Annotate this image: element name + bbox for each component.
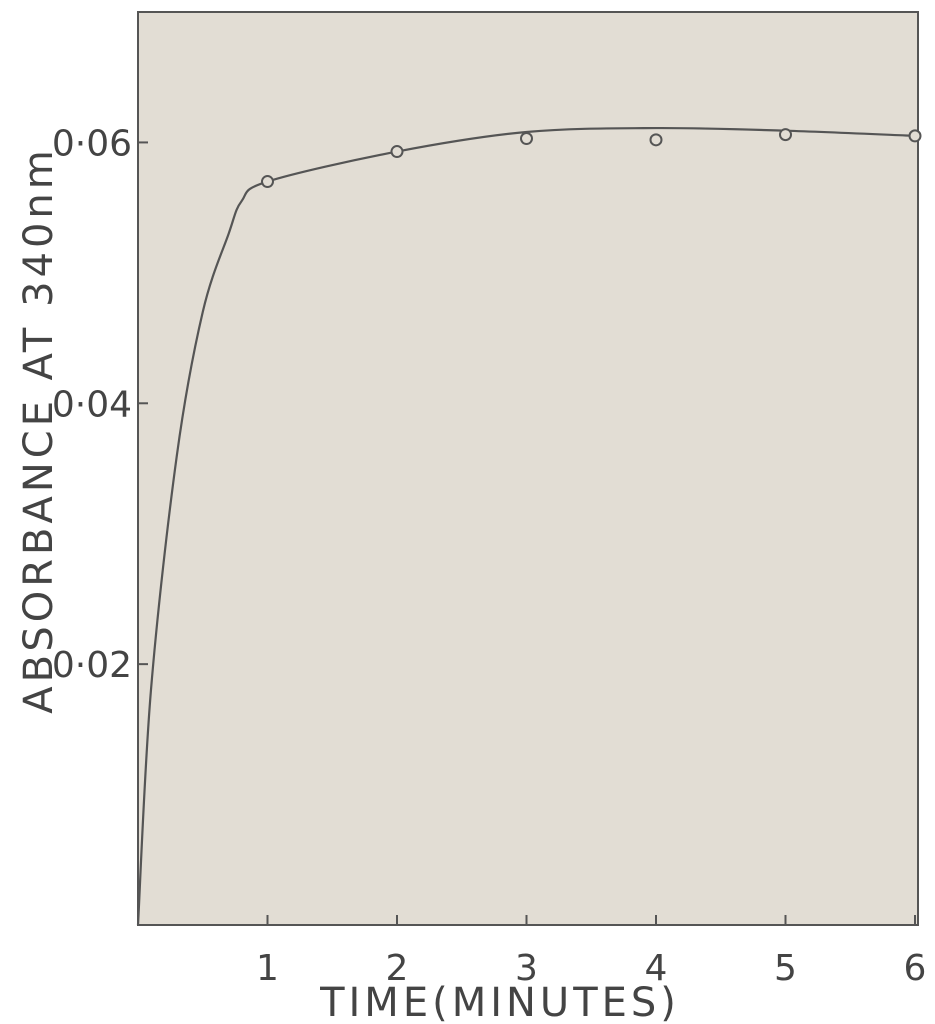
data-point [779, 128, 792, 142]
data-point [520, 132, 533, 146]
plot-area [137, 11, 919, 926]
data-point [390, 145, 404, 159]
x-axis-label: TIME(MINUTES) [319, 980, 680, 1024]
y-tick-label: 0·06 [52, 123, 132, 164]
x-tick-label: 2 [386, 948, 409, 989]
x-tick-label: 6 [904, 948, 927, 989]
x-axis-ticks: 1 2 3 4 5 6 [256, 915, 926, 989]
y-tick-label: 0·04 [52, 384, 132, 425]
y-axis-ticks: 0·02 0·04 0·06 [52, 123, 148, 686]
fitted-curve [136, 126, 916, 926]
x-tick-label: 3 [515, 948, 538, 989]
x-tick-label: 1 [256, 948, 279, 989]
data-markers [261, 128, 922, 189]
data-point [908, 129, 922, 143]
x-tick-label: 4 [645, 948, 668, 989]
data-point [649, 133, 663, 147]
y-tick-label: 0·02 [52, 645, 132, 686]
data-point [261, 175, 274, 189]
x-tick-label: 5 [774, 948, 797, 989]
y-axis-label: ABSORBANCE AT 340nm [16, 146, 62, 713]
